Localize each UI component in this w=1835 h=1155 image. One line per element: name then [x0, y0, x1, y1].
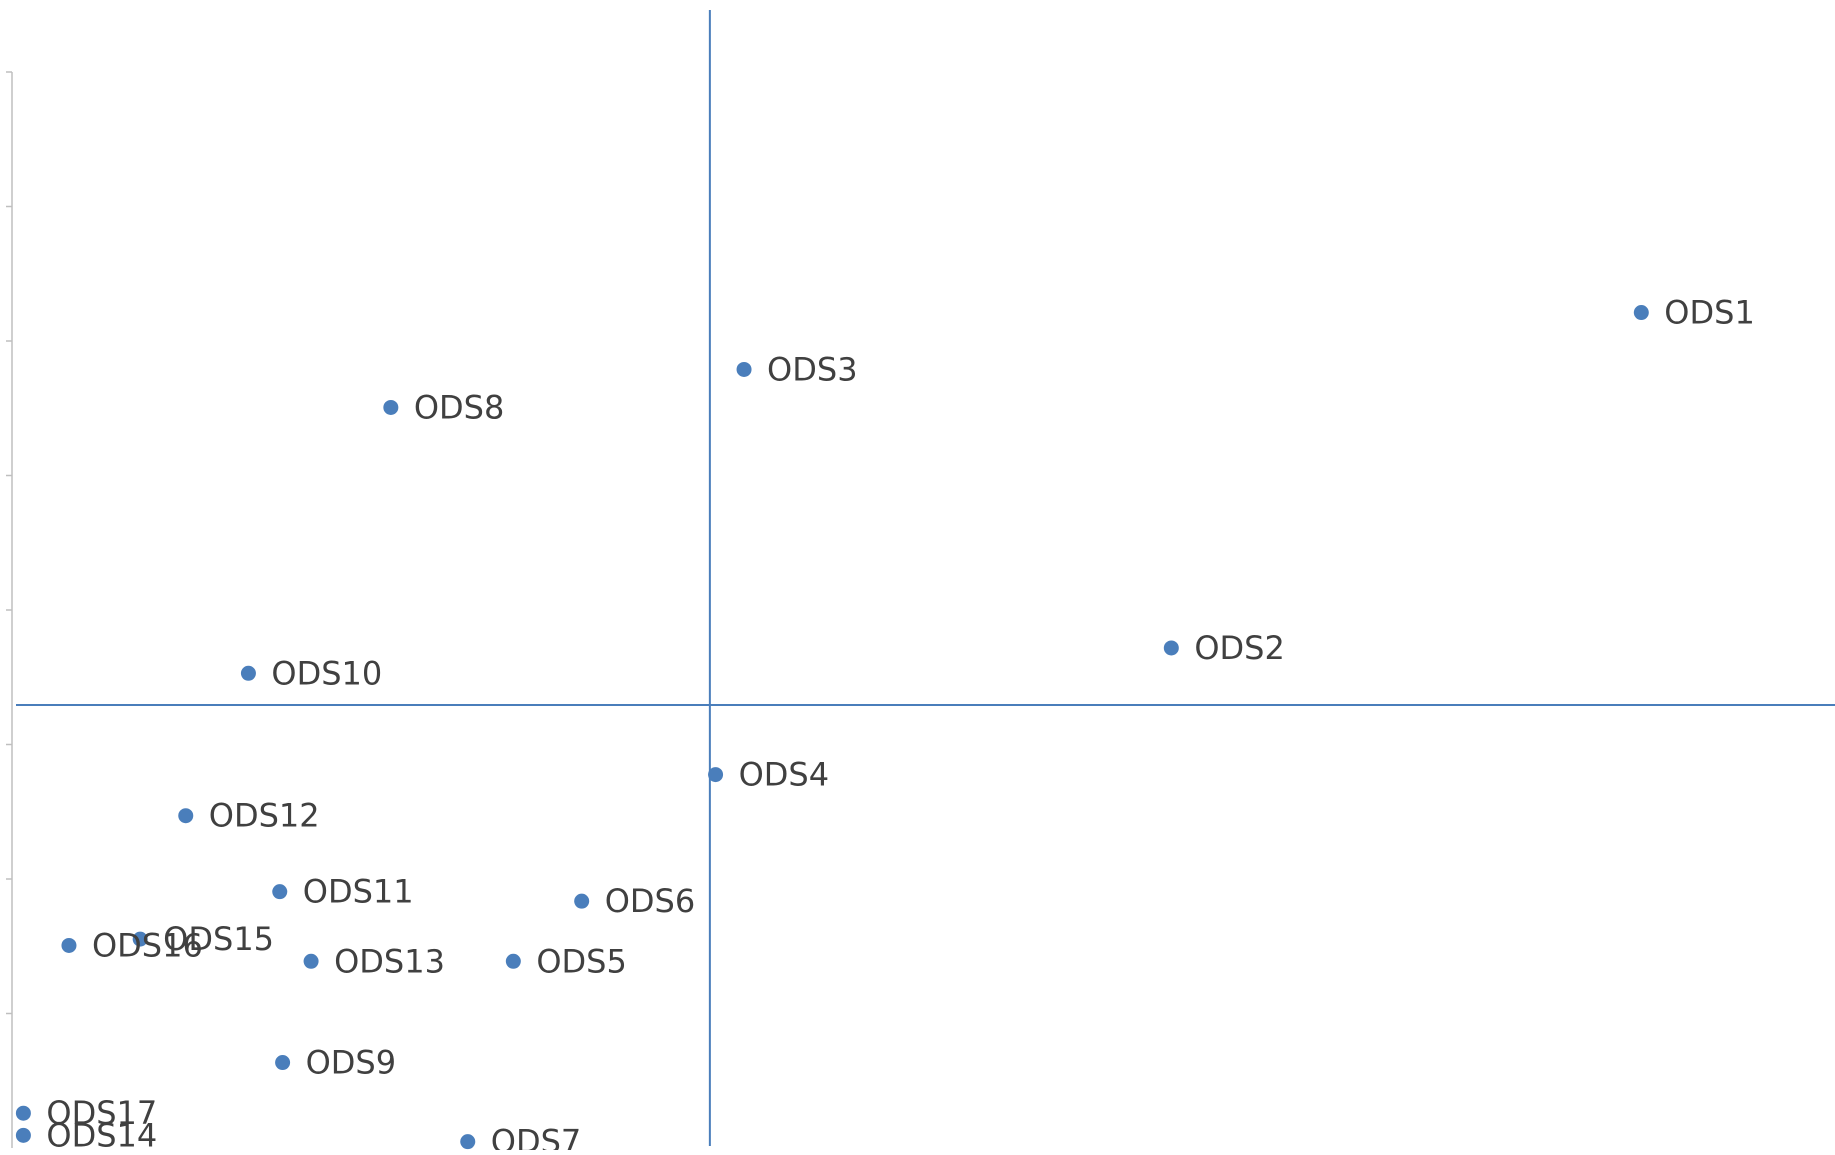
data-point	[132, 931, 148, 947]
data-label: ODS9	[306, 1044, 397, 1082]
data-point	[1163, 640, 1179, 656]
data-label: ODS3	[767, 350, 858, 388]
data-point	[1633, 305, 1649, 321]
reference-lines	[16, 10, 1835, 1146]
data-label: ODS2	[1194, 629, 1285, 667]
data-point	[272, 884, 288, 900]
data-label: ODS6	[605, 882, 696, 920]
data-label: ODS11	[303, 873, 414, 911]
data-point	[275, 1055, 291, 1071]
data-point	[383, 399, 399, 415]
data-label: ODS7	[491, 1123, 582, 1150]
data-point	[178, 808, 194, 824]
data-label: ODS15	[163, 920, 274, 958]
data-point	[708, 767, 724, 783]
axis-layer	[6, 71, 13, 1148]
data-label: ODS10	[271, 654, 382, 692]
data-point	[240, 665, 256, 681]
data-label: ODS17	[46, 1094, 157, 1132]
data-label: ODS8	[414, 388, 505, 426]
data-label: ODS12	[209, 797, 320, 835]
data-label: ODS1	[1664, 294, 1755, 332]
data-points	[15, 305, 1649, 1150]
data-point	[15, 1127, 31, 1143]
data-point	[460, 1134, 476, 1150]
data-point	[303, 953, 319, 969]
data-label: ODS5	[536, 942, 627, 980]
data-label: ODS4	[739, 756, 830, 794]
data-point	[505, 953, 521, 969]
data-point	[61, 937, 77, 953]
data-label: ODS13	[334, 942, 445, 980]
data-label: ODS16	[92, 926, 203, 964]
data-labels: ODS1 ODS2 ODS3 ODS4 ODS5 ODS6 ODS7 ODS8 ODS9 ODS1…	[46, 294, 1755, 1155]
data-point	[736, 361, 752, 377]
data-point	[574, 893, 590, 909]
data-point	[15, 1105, 31, 1121]
data-label: ODS14	[46, 1116, 157, 1150]
